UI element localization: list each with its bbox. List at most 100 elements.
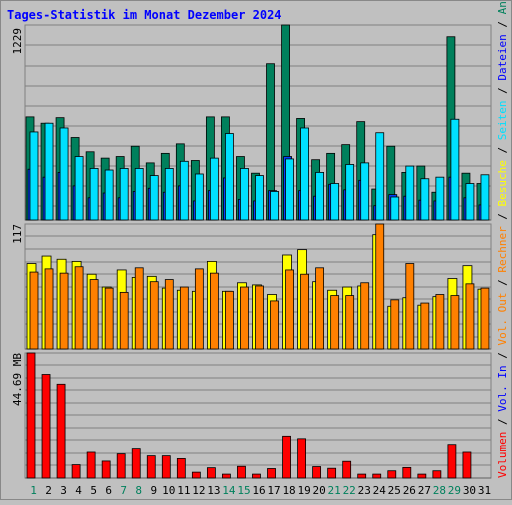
day-label: 19 xyxy=(297,484,310,497)
day-label: 5 xyxy=(90,484,97,497)
bar-volumen xyxy=(432,470,442,479)
day-label: 28 xyxy=(433,484,446,497)
ymax-label-volume: 44.69 MB xyxy=(11,353,24,406)
bar-rechner xyxy=(44,268,54,350)
bar-seiten xyxy=(194,173,204,221)
bar-seiten xyxy=(89,168,99,221)
bar-rechner xyxy=(345,295,355,350)
bar-rechner xyxy=(285,269,294,350)
bar-seiten xyxy=(59,127,69,221)
day-label: 25 xyxy=(388,484,401,497)
day-label: 1 xyxy=(30,484,37,497)
day-label: 31 xyxy=(478,484,491,497)
bar-seiten xyxy=(119,168,129,221)
day-label: 16 xyxy=(252,484,265,497)
bar-rechner xyxy=(194,268,204,350)
day-label: 17 xyxy=(267,484,280,497)
day-labels: 1 2 3 4 5 6 7 8 9 10 11 12 13 14 15 16 17 18 19 20 21 22 23 24 2… xyxy=(30,484,491,497)
day-label: 13 xyxy=(207,484,220,497)
bar-seiten xyxy=(134,168,144,221)
bar-seiten xyxy=(285,158,294,221)
bar-rechner xyxy=(164,279,174,350)
day-label: 2 xyxy=(45,484,52,497)
legend-segment: / xyxy=(496,206,509,226)
day-label: 6 xyxy=(105,484,112,497)
bar-volumen xyxy=(312,466,322,479)
bar-seiten xyxy=(405,165,415,221)
day-label: 3 xyxy=(60,484,67,497)
day-label: 14 xyxy=(222,484,236,497)
bar-rechner xyxy=(179,286,189,350)
bar-seiten xyxy=(375,132,385,221)
bar-seiten xyxy=(270,191,279,221)
bar-volumen xyxy=(176,458,186,479)
panel-backgrounds xyxy=(24,24,492,479)
bar-volumen xyxy=(101,460,111,479)
bar-rechner xyxy=(149,281,159,350)
legend-segment: Rechner xyxy=(496,226,509,273)
bar-volumen xyxy=(206,467,216,479)
bar-seiten xyxy=(255,175,264,221)
legend-segment: Seiten xyxy=(496,100,509,140)
bar-volumen xyxy=(161,455,171,479)
legend-segment: Vol. In xyxy=(496,365,509,411)
bar-seiten xyxy=(480,174,490,221)
bar-rechner xyxy=(240,286,249,350)
bar-volumen xyxy=(116,453,126,479)
day-label: 8 xyxy=(135,484,142,497)
day-label: 27 xyxy=(418,484,431,497)
legend-segment: Anfragen xyxy=(496,0,509,14)
day-label: 22 xyxy=(343,484,356,497)
bar-rechner xyxy=(104,287,114,350)
day-label: 26 xyxy=(403,484,416,497)
bar-rechner xyxy=(375,223,385,350)
bar-rechner xyxy=(134,267,144,350)
bar-seiten xyxy=(179,160,189,221)
bar-seiten xyxy=(435,176,445,221)
bars-layer xyxy=(25,24,490,479)
legend-segment: / xyxy=(496,14,509,34)
legend-segment: Vol. Out xyxy=(496,293,509,346)
day-label: 18 xyxy=(282,484,295,497)
legend-segment: / xyxy=(496,140,509,160)
day-label: 23 xyxy=(358,484,371,497)
day-label: 30 xyxy=(463,484,476,497)
bar-seiten xyxy=(149,175,159,221)
bar-volumen xyxy=(462,451,472,479)
bar-volumen xyxy=(71,464,81,479)
bar-rechner xyxy=(300,273,309,350)
bar-rechner xyxy=(29,271,39,350)
legend-segment: / xyxy=(496,81,509,101)
bar-seiten xyxy=(29,131,39,221)
bar-seiten xyxy=(104,169,114,221)
bar-volumen xyxy=(402,466,412,479)
day-label: 7 xyxy=(120,484,127,497)
bar-seiten xyxy=(345,164,355,221)
bar-volumen xyxy=(342,460,352,479)
legend-segment: / xyxy=(496,273,509,293)
bar-volumen xyxy=(146,455,156,479)
bar-seiten xyxy=(44,122,54,221)
day-label: 9 xyxy=(150,484,157,497)
day-label: 24 xyxy=(373,484,387,497)
bar-seiten xyxy=(330,183,340,221)
bar-rechner xyxy=(405,263,415,350)
bar-volumen xyxy=(297,438,306,479)
legend-segment: Besuche xyxy=(496,160,509,206)
bar-seiten xyxy=(74,156,84,221)
day-label: 11 xyxy=(177,484,190,497)
bar-volumen xyxy=(56,383,66,479)
ymax-label-requests: 1229 xyxy=(11,28,24,55)
bar-rechner xyxy=(209,272,219,350)
bar-rechner xyxy=(330,295,340,350)
bar-rechner xyxy=(89,279,99,350)
bar-volumen xyxy=(327,467,337,479)
legend-segment: Volumen xyxy=(496,432,509,478)
bar-seiten xyxy=(390,196,400,221)
bar-volumen xyxy=(26,352,36,479)
bar-volumen xyxy=(222,473,231,479)
bar-volumen xyxy=(417,473,427,479)
day-label: 4 xyxy=(75,484,82,497)
bar-volumen xyxy=(372,473,382,479)
legend-segment: / xyxy=(496,346,509,366)
